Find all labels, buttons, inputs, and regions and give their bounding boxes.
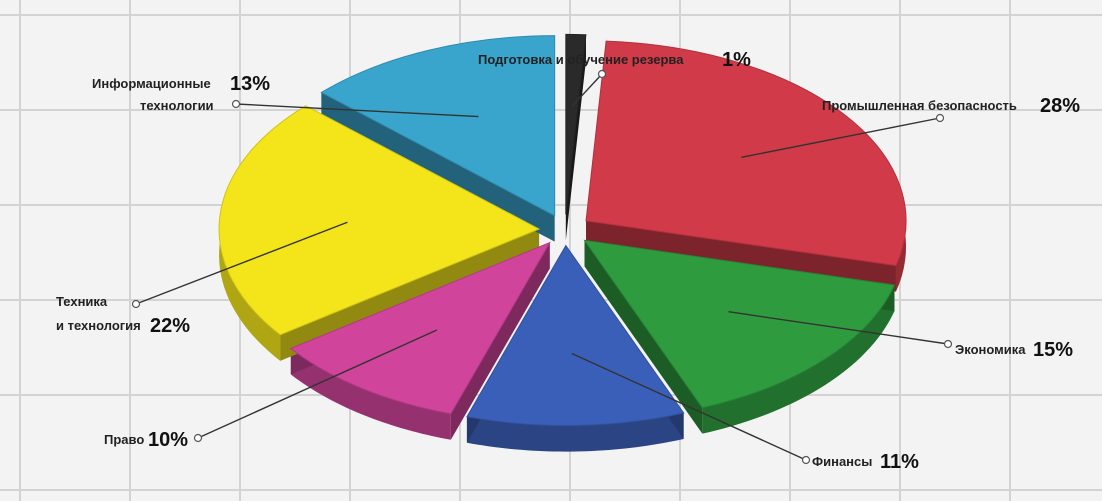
label-it-line1: Информационные xyxy=(92,76,211,91)
pct-law: 10% xyxy=(148,429,188,451)
label-tech-line1: Техника xyxy=(56,294,108,309)
pct-tech: 22% xyxy=(150,315,190,337)
pct-industrial-safety: 28% xyxy=(1040,95,1080,117)
pie-slice-4 xyxy=(289,241,551,415)
leader-line-4 xyxy=(197,329,438,439)
label-it-line2: технологии xyxy=(140,98,214,113)
leader-line-5 xyxy=(135,221,348,305)
label-economics: Экономика xyxy=(955,342,1026,357)
leader-dot-1 xyxy=(935,113,945,123)
pct-finance: 11% xyxy=(880,451,919,473)
slice-face xyxy=(321,92,555,242)
pct-economics: 15% xyxy=(1033,339,1073,361)
label-tech-line2: и технология xyxy=(56,318,141,333)
leader-line-1 xyxy=(741,117,941,159)
slice-labels: Подготовка и обучение резерва 1% Промышл… xyxy=(56,49,1080,473)
leader-lines xyxy=(131,69,953,465)
leader-dot-5 xyxy=(131,299,141,309)
leader-dot-3 xyxy=(801,455,811,465)
label-finance: Финансы xyxy=(812,454,872,469)
label-law: Право xyxy=(104,432,144,447)
pie-slice-0 xyxy=(565,33,587,215)
slice-side xyxy=(466,412,684,452)
pie-slice-3 xyxy=(466,244,685,427)
slice-face xyxy=(565,34,586,241)
slice-side xyxy=(290,348,451,440)
label-industrial-safety: Промышленная безопасность xyxy=(822,98,1017,113)
pie-slice-1 xyxy=(585,40,907,267)
leader-line-6 xyxy=(235,103,479,118)
pie-slice-6 xyxy=(320,35,556,217)
label-reserve-training: Подготовка и обучение резерва xyxy=(478,52,684,67)
slice-face xyxy=(584,240,703,434)
pie-slices xyxy=(218,33,907,452)
leader-dot-0 xyxy=(597,69,607,79)
pct-reserve-training: 1% xyxy=(722,49,751,71)
slice-side xyxy=(702,285,895,434)
pie-slice-5 xyxy=(218,105,541,336)
leader-line-0 xyxy=(571,73,603,107)
leader-line-3 xyxy=(571,352,807,461)
pct-it: 13% xyxy=(230,73,270,95)
leader-line-2 xyxy=(728,311,949,345)
slice-face xyxy=(450,242,550,440)
pie-slice-2 xyxy=(583,239,896,409)
leader-dot-2 xyxy=(943,339,953,349)
leader-dot-4 xyxy=(193,433,203,443)
leader-dot-6 xyxy=(231,99,241,109)
